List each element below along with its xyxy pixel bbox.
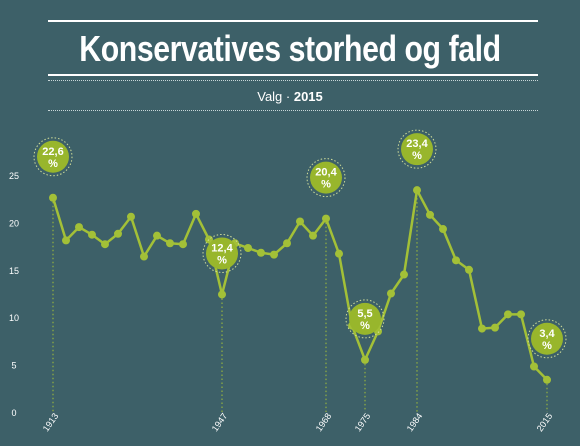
bubble-fill — [401, 133, 433, 166]
annotation-bubble-0: 22,6% — [33, 137, 73, 177]
data-point — [452, 256, 460, 265]
data-point — [322, 214, 330, 223]
x-tick-label-1984: 1984 — [405, 411, 425, 433]
data-point — [257, 248, 265, 257]
y-axis: 0 5 10 15 20 25 — [9, 171, 19, 418]
data-point — [88, 230, 96, 239]
data-point — [62, 236, 70, 245]
annotation-label: 5,5% — [357, 308, 372, 332]
data-point — [140, 252, 148, 261]
annotation-bubble-38: 3,4% — [527, 319, 567, 359]
chart-subtitle: Valg · 2015 — [0, 89, 580, 104]
annotation-bubble-28: 23,4% — [397, 129, 437, 169]
x-tick-label-1968: 1968 — [314, 411, 334, 433]
y-tick-label-5: 5 — [11, 361, 16, 371]
data-point — [270, 250, 278, 259]
annotation-label: 23,4% — [406, 138, 428, 162]
bubble-ring — [527, 319, 567, 359]
bubble-ring — [345, 299, 385, 339]
title-dotted-rule — [48, 80, 538, 81]
annotation-bubbles: 22,6 % 12,4 % 20,4 % 5,5 % 23,4 % 3,4% — [33, 129, 567, 359]
bubble-fill — [206, 237, 238, 270]
bubble-ring — [33, 137, 73, 177]
data-point — [491, 323, 499, 332]
y-tick-label-20: 20 — [9, 218, 19, 228]
series-line-group — [49, 186, 551, 384]
subtitle-year: 2015 — [293, 89, 323, 104]
bubble-fill — [310, 161, 342, 194]
x-axis: 1913 1947 1968 1975 1984 2015 — [41, 411, 555, 433]
bubble-fill — [349, 302, 381, 335]
data-point — [478, 324, 486, 333]
y-tick-label-0: 0 — [11, 408, 16, 418]
data-point — [530, 362, 538, 371]
data-point — [543, 375, 551, 384]
subtitle-dotted-rule — [48, 110, 538, 111]
data-point — [400, 270, 408, 279]
data-point — [218, 290, 226, 299]
annotation-bubble-21: 20,4% — [306, 158, 346, 198]
data-point — [296, 217, 304, 226]
annotation-guides — [52, 190, 548, 412]
data-point — [504, 310, 512, 319]
x-tick-label-2015: 2015 — [535, 411, 555, 433]
x-tick-label-1913: 1913 — [41, 411, 61, 433]
data-point — [439, 225, 447, 234]
y-tick-label-25: 25 — [9, 171, 19, 181]
title-underline — [48, 74, 538, 76]
y-tick-label-10: 10 — [9, 313, 19, 323]
bubble-ring — [306, 158, 346, 198]
annotation-label: 12,4% — [211, 242, 233, 266]
y-tick-label-15: 15 — [9, 266, 19, 276]
data-point — [192, 209, 200, 218]
bubble-fill — [531, 322, 563, 355]
data-point — [465, 265, 473, 274]
data-point — [283, 239, 291, 248]
annotation-bubble-13: 12,4% — [202, 233, 242, 273]
data-point — [361, 355, 369, 364]
data-point — [309, 231, 317, 240]
data-point — [179, 240, 187, 249]
data-point — [387, 289, 395, 298]
data-point — [114, 229, 122, 238]
bubble-fill — [37, 140, 69, 173]
x-tick-label-1975: 1975 — [353, 411, 373, 433]
data-point — [244, 243, 252, 252]
data-point — [166, 239, 174, 248]
subtitle-prefix: Valg · — [257, 89, 294, 104]
bubble-ring — [397, 129, 437, 169]
data-point — [335, 249, 343, 258]
bubble-ring — [202, 233, 242, 273]
top-rule — [48, 20, 538, 22]
chart-title: Konservatives storhed og fald — [79, 28, 501, 69]
annotation-label: 20,4% — [315, 167, 337, 191]
data-point — [413, 186, 421, 195]
x-tick-label-1947: 1947 — [210, 411, 230, 433]
data-point — [75, 223, 83, 232]
data-point — [517, 310, 525, 319]
data-point — [426, 210, 434, 219]
data-point — [49, 193, 57, 202]
data-point — [153, 231, 161, 240]
data-point — [127, 212, 135, 221]
data-point — [101, 240, 109, 249]
annotation-label: 3,4% — [539, 328, 555, 352]
annotation-bubble-24: 5,5% — [345, 299, 385, 339]
annotation-label: 22,6% — [42, 146, 63, 170]
